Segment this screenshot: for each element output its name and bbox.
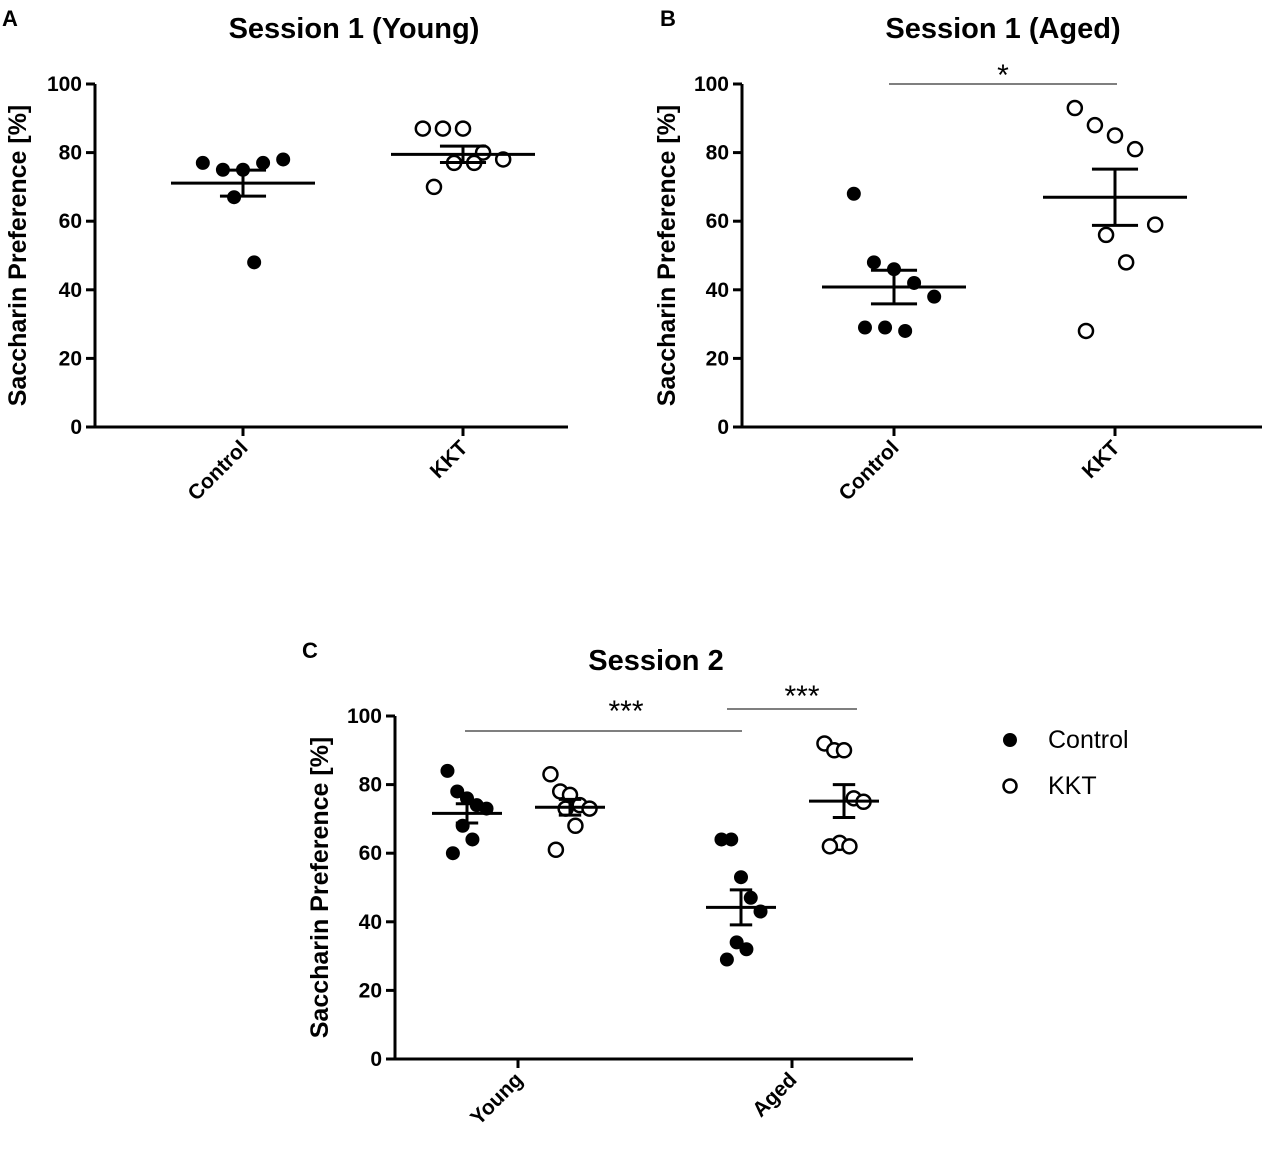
panel-c-y-axis-label: Saccharin Preference [%] (306, 737, 334, 1039)
panel-c-aged-kkt-point (835, 742, 853, 759)
panel-c-y-tick-label-60: 60 (359, 842, 382, 865)
panel-a-control-control-point (247, 255, 262, 270)
panel-a-control-control-point (276, 152, 291, 167)
panel-a-y-tick-label-40: 40 (59, 279, 82, 302)
panel-c-significance-label-0: *** (608, 695, 643, 728)
panel-a-x-tick-label-kkt: KKT (426, 436, 473, 483)
panel-c-aged-control-point (734, 870, 748, 885)
panel-a-kkt-kkt-point (414, 120, 432, 137)
panel-letter-a: A (2, 6, 18, 31)
panel-b-control-control-point (927, 289, 942, 304)
panel-c-aged-control-point (714, 832, 729, 847)
panel-c-young-kkt-point (567, 817, 584, 835)
legend-control-marker (1003, 733, 1017, 747)
panel-a-x-tick-label-control: Control (183, 436, 252, 505)
panel-c-x-tick-label-aged: Aged (748, 1068, 801, 1121)
panel-b-control-control-point (878, 320, 893, 335)
panel-c-y-tick-label-80: 80 (359, 774, 382, 797)
panel-c-aged-control-point (739, 942, 754, 957)
panel-a-kkt-kkt-point (494, 151, 512, 168)
panel-c-young-kkt-point (547, 841, 565, 859)
panel-c-y-tick-label-0: 0 (370, 1048, 382, 1071)
panel-c-aged-control-point (719, 952, 734, 967)
panel-b-chart: Session 1 (Aged) Saccharin Preference [%]… (653, 13, 1262, 505)
legend-control-label: Control (1048, 726, 1129, 754)
panel-c-aged-control-point (724, 832, 739, 847)
panel-b-control-control-point (898, 323, 913, 338)
panel-c-young-control-point (440, 763, 455, 778)
panel-b-title: Session 1 (Aged) (885, 13, 1120, 45)
panel-a-y-tick-label-60: 60 (59, 210, 82, 233)
panel-b-x-tick-label-control: Control (834, 436, 903, 505)
panel-a-y-axis-label: Saccharin Preference [%] (4, 105, 32, 407)
panel-b-kkt-kkt-point (1077, 322, 1095, 340)
panel-c-significance-label-1: *** (784, 680, 819, 713)
panel-a-kkt-kkt-point (425, 178, 443, 196)
panel-b-significance-label-0: * (997, 59, 1009, 92)
panel-b-kkt-kkt-point (1106, 127, 1124, 144)
panel-b-control-control-point (846, 186, 861, 201)
panel-a-y-tick-label-20: 20 (59, 347, 82, 370)
panel-a-y-tick-label-80: 80 (59, 142, 82, 165)
panel-b-kkt-kkt-point (1126, 140, 1144, 158)
panel-c-young-kkt-point (542, 766, 559, 783)
panel-b-kkt-kkt-point (1066, 99, 1084, 117)
panel-b-y-tick-label-0: 0 (717, 416, 729, 439)
panel-a-y-tick-label-100: 100 (47, 73, 82, 96)
panel-a-kkt-kkt-point (434, 120, 452, 137)
panel-b-control-control-point (866, 255, 881, 270)
panel-letter-b: B (660, 6, 676, 31)
panel-c-y-tick-label-100: 100 (347, 705, 382, 728)
panel-letter-c: C (302, 638, 318, 663)
panel-b-x-tick-label-kkt: KKT (1078, 436, 1125, 483)
panel-b-control-control-point (857, 320, 872, 335)
panel-c-young-control-point (445, 846, 460, 861)
panel-c-young-control-point (460, 791, 474, 806)
panel-a-chart: Session 1 (Young) Saccharin Preference [%… (4, 13, 568, 505)
panel-c-x-tick-label-young: Young (466, 1068, 527, 1129)
panel-a-control-control-point (256, 155, 271, 170)
panel-a-title: Session 1 (Young) (229, 13, 480, 45)
panel-b-y-tick-label-20: 20 (706, 347, 729, 370)
panel-a-y-tick-label-0: 0 (70, 416, 82, 439)
panel-b-y-tick-label-60: 60 (706, 210, 729, 233)
panel-c-y-tick-label-40: 40 (359, 911, 382, 934)
panel-a-kkt-kkt-point (454, 120, 472, 137)
panel-b-kkt-kkt-point (1117, 254, 1135, 271)
panel-b-y-tick-label-100: 100 (694, 73, 729, 96)
panel-a-control-control-point (195, 155, 210, 170)
panel-b-kkt-kkt-point (1097, 226, 1115, 244)
panel-c-aged-kkt-point (841, 838, 858, 855)
panel-c-title: Session 2 (588, 645, 723, 677)
panel-c-y-tick-label-20: 20 (359, 979, 382, 1002)
legend: Control KKT (1002, 726, 1129, 800)
panel-c-young-control-point (465, 832, 480, 847)
panel-b-y-axis-label: Saccharin Preference [%] (653, 105, 681, 407)
panel-b-y-tick-label-40: 40 (706, 279, 729, 302)
legend-kkt-marker (1002, 778, 1018, 794)
panel-c-aged-control-point (729, 935, 744, 950)
panel-b-kkt-kkt-point (1146, 216, 1164, 233)
panel-c-aged-control-point (743, 890, 758, 905)
panel-c-young-control-point (450, 784, 465, 799)
panel-c-aged-kkt-point (821, 838, 839, 855)
panel-b-y-tick-label-80: 80 (706, 142, 729, 165)
panel-c-chart: Session 2 Saccharin Preference [%] 0 20 40 60… (306, 645, 913, 1130)
legend-kkt-label: KKT (1048, 772, 1097, 800)
panel-b-kkt-kkt-point (1086, 116, 1104, 134)
